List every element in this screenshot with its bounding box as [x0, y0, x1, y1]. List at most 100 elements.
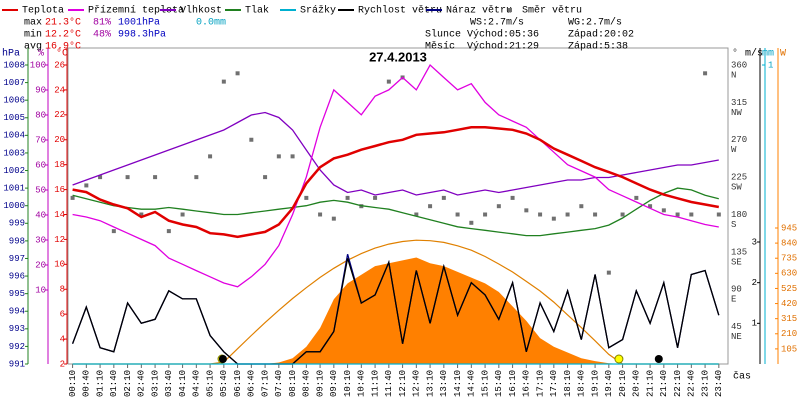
x-tick-label: 02:40 [137, 370, 147, 397]
stat-label: min [24, 29, 42, 41]
x-tick-label: 23:40 [714, 370, 724, 397]
stat-humidity: 81% [93, 18, 111, 29]
moon-rise-label: Východ: [467, 41, 509, 53]
legend-label: Přízemní teplota [88, 5, 184, 17]
legend-label: Teplota [22, 5, 64, 17]
axis-unit: mm [762, 49, 774, 60]
compass-label: S [731, 220, 736, 230]
moon-marker [654, 355, 663, 363]
x-tick-label: 12:10 [398, 370, 408, 397]
x-tick-label: 04:40 [192, 370, 202, 397]
x-tick-label: 14:10 [453, 370, 463, 397]
y-tick-label: 1 [768, 60, 773, 70]
wind-direction-mark [98, 175, 103, 180]
wind-direction-mark [125, 175, 130, 180]
wind-direction-mark [345, 195, 350, 200]
x-tick-label: 02:10 [123, 370, 133, 397]
x-tick-label: 01:10 [95, 370, 105, 397]
x-tick-label: 20:40 [632, 370, 642, 397]
x-tick-label: 17:10 [535, 370, 545, 397]
wind-direction-mark [538, 212, 543, 217]
wind-direction-mark [565, 212, 570, 217]
stat-humidity: 48% [93, 30, 111, 41]
y-tick-label: 2 [60, 359, 65, 369]
y-tick-label: 995 [9, 289, 25, 299]
x-tick-label: 20:10 [618, 370, 628, 397]
radiation-area [72, 257, 719, 364]
y-tick-label: 22 [54, 110, 65, 120]
wind-direction-mark [290, 154, 295, 159]
wind-direction-mark [111, 229, 116, 234]
x-tick-label: 11:40 [384, 370, 394, 397]
y-tick-label: 80 [35, 110, 46, 120]
y-tick-label: 992 [9, 342, 25, 352]
y-tick-label: 1007 [3, 78, 25, 88]
y-tick-label: 45 [731, 322, 742, 332]
y-tick-label: 997 [9, 254, 25, 264]
y-tick-label: 998 [9, 236, 25, 246]
y-tick-label: 1008 [3, 60, 25, 70]
compass-label: NE [731, 332, 742, 342]
wind-direction-mark [469, 220, 474, 225]
y-tick-label: 2 [752, 278, 757, 288]
y-tick-label: 100 [30, 60, 46, 70]
wind-direction-mark [70, 195, 75, 200]
x-tick-label: 13:40 [439, 370, 449, 397]
x-tick-label: 08:10 [288, 370, 298, 397]
wind-direction-mark [194, 175, 199, 180]
wind-direction-mark [428, 204, 433, 209]
stat-label: avg [24, 42, 42, 53]
wind-direction-mark [84, 183, 89, 188]
y-tick-label: 3 [752, 237, 757, 247]
y-tick-label: 40 [35, 210, 46, 220]
y-tick-label: 30 [35, 235, 46, 245]
moon-rise: 21:29 [509, 42, 539, 53]
x-tick-label: 06:10 [233, 370, 243, 397]
wind-direction-mark [276, 154, 281, 159]
moon-label: Měsíc [425, 41, 455, 53]
wind-direction-mark [373, 195, 378, 200]
x-tick-label: 06:40 [247, 370, 257, 397]
y-tick-label: 315 [731, 98, 747, 108]
wind-direction-mark [441, 195, 446, 200]
wind-direction-mark [166, 229, 171, 234]
x-tick-label: 19:10 [590, 370, 600, 397]
y-tick-label: 20 [35, 260, 46, 270]
x-tick-label: 21:10 [645, 370, 655, 397]
wind-direction-mark [483, 212, 488, 217]
wind-direction-mark [620, 212, 625, 217]
x-tick-label: 08:40 [302, 370, 312, 397]
axis-unit: % [38, 49, 44, 60]
axis-unit: ° [732, 48, 738, 60]
y-tick-label: 991 [9, 359, 25, 369]
y-tick-label: 630 [781, 269, 797, 279]
y-tick-label: 993 [9, 324, 25, 334]
y-tick-label: 4 [60, 334, 65, 344]
y-tick-label: 12 [54, 235, 65, 245]
y-tick-label: 1005 [3, 113, 25, 123]
wind-direction-mark [716, 212, 721, 217]
wind-info: WS:2.7m/s [470, 17, 524, 29]
stat-temperature: 12.2°C [45, 29, 81, 41]
y-tick-label: 525 [781, 284, 797, 294]
y-tick-label: 10 [54, 260, 65, 270]
wind-direction-mark [153, 175, 158, 180]
x-tick-label: 11:10 [370, 370, 380, 397]
wind-direction-mark [304, 195, 309, 200]
sun-label: Slunce [425, 29, 461, 41]
axis-unit: W [780, 49, 786, 60]
sun-marker [614, 354, 624, 364]
legend-label: Tlak [245, 5, 269, 17]
compass-label: SE [731, 257, 742, 267]
y-tick-label: 135 [731, 247, 747, 257]
y-tick-label: 840 [781, 238, 797, 248]
stat-temperature: 21.3°C [45, 17, 81, 29]
wind-direction-mark [221, 79, 226, 84]
x-tick-label: 14:40 [467, 370, 477, 397]
wind-direction-mark [661, 208, 666, 213]
x-tick-label: 00:40 [82, 370, 92, 397]
y-tick-label: 210 [781, 329, 797, 339]
wind-direction-mark [455, 212, 460, 217]
x-axis-unit: čas [733, 371, 751, 383]
sun-rise: 05:36 [509, 30, 539, 41]
